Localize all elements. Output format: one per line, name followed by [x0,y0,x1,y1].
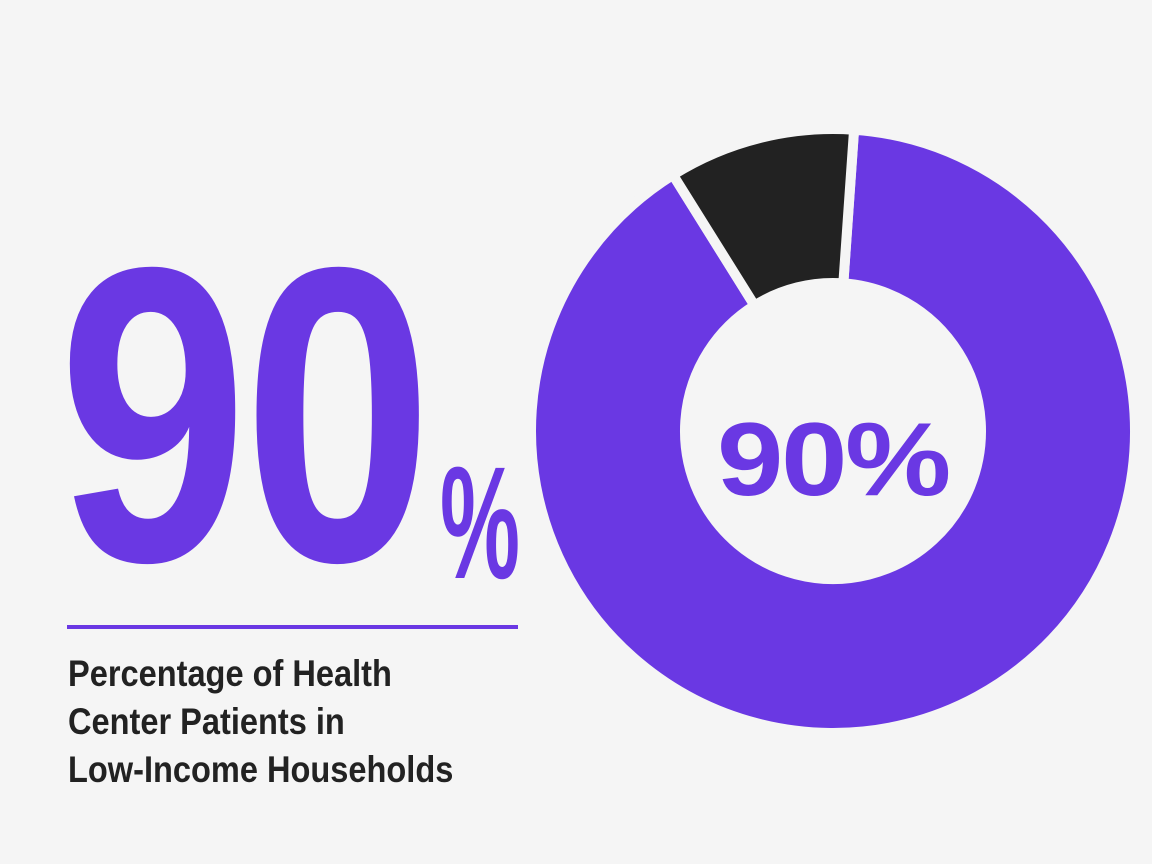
caption-line: Center Patients in [68,701,345,742]
donut-slices [530,124,1140,738]
headline-divider [67,625,518,629]
stat-caption: Percentage of Health Center Patients in … [68,650,482,794]
donut-slice-other [666,124,860,313]
caption-line: Low-Income Households [68,749,454,790]
headline-number: 90 [58,181,428,650]
donut-center-label: 90% [717,402,949,518]
headline-stat: 90 % [58,181,520,650]
headline-percent-sign: % [440,433,520,612]
donut-slice-low-income [530,124,1140,738]
caption-line: Percentage of Health [68,653,392,694]
donut-chart: 90% [530,124,1140,738]
